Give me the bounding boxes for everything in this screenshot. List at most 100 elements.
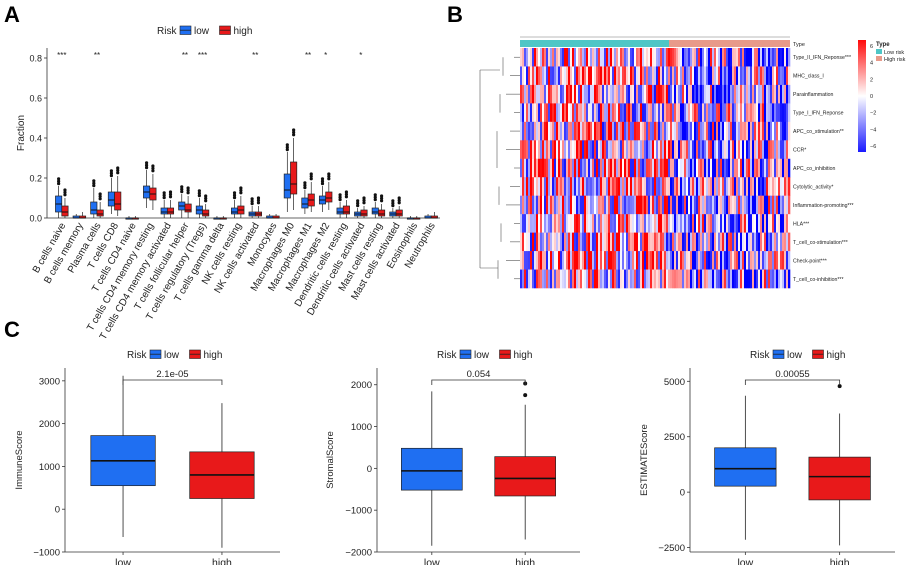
y-tick-label: −2500 <box>658 543 685 554</box>
heatmap-cell <box>674 269 677 289</box>
heatmap-cell <box>720 84 723 104</box>
heatmap-cell <box>662 232 665 252</box>
heatmap-cell <box>628 103 631 123</box>
heatmap-cell <box>670 232 673 252</box>
heatmap-cell <box>700 121 703 141</box>
heatmap-cell <box>600 195 603 215</box>
heatmap-cell <box>710 140 713 160</box>
heatmap-cell <box>762 103 765 123</box>
heatmap-cell <box>702 177 705 196</box>
heatmap-cell <box>616 84 619 104</box>
heatmap-cell <box>744 103 747 123</box>
heatmap-cell <box>708 195 711 215</box>
heatmap-cell <box>554 232 557 252</box>
heatmap-cell <box>558 84 561 104</box>
heatmap-cell <box>576 251 579 270</box>
heatmap-cell <box>760 195 763 215</box>
heatmap-cell <box>650 48 653 67</box>
heatmap-cell <box>696 177 699 196</box>
heatmap-cell <box>636 177 639 196</box>
heatmap-cell <box>778 158 781 178</box>
heatmap-cell <box>678 214 681 233</box>
heatmap-cell <box>578 158 581 178</box>
box-outlier <box>151 164 155 168</box>
box-outlier <box>292 130 296 134</box>
box-outlier <box>338 193 342 197</box>
box-high <box>325 191 333 203</box>
heatmap-cell <box>578 195 581 215</box>
heatmap-cell <box>598 103 601 123</box>
heatmap-cell <box>528 158 531 178</box>
heatmap-cell <box>574 269 577 289</box>
heatmap-cell <box>756 177 759 196</box>
heatmap-cell <box>680 103 683 123</box>
heatmap-cell <box>718 177 721 196</box>
heatmap-cell <box>704 232 707 252</box>
heatmap-cell <box>536 214 539 233</box>
heatmap-cell <box>704 121 707 141</box>
heatmap-cell <box>710 232 713 252</box>
heatmap-cell <box>642 121 645 141</box>
heatmap-cell <box>618 214 621 233</box>
heatmap-row-label: MHC_class_I <box>793 74 824 80</box>
heatmap-cell <box>664 195 667 215</box>
heatmap-cell <box>728 177 731 196</box>
heatmap-cell <box>594 84 597 104</box>
heatmap-cell <box>606 177 609 196</box>
box-outlier <box>344 195 349 199</box>
heatmap-cell <box>568 232 571 252</box>
heatmap-cell <box>690 121 693 141</box>
heatmap-cell <box>606 158 609 178</box>
heatmap-cell <box>734 214 737 233</box>
heatmap-cell <box>680 195 683 215</box>
heatmap-cell <box>634 177 637 196</box>
heatmap-cell <box>738 232 741 252</box>
heatmap-cell <box>530 84 533 104</box>
heatmap-cell <box>676 66 679 86</box>
heatmap-cell <box>540 158 543 178</box>
heatmap-cell <box>570 103 573 123</box>
heatmap-cell <box>604 177 607 196</box>
heatmap-cell <box>664 140 667 160</box>
pvalue-label: 2.1e-05 <box>156 369 188 380</box>
heatmap-cell <box>704 66 707 86</box>
heatmap-cell <box>592 177 595 196</box>
heatmap-cell <box>748 121 751 141</box>
heatmap-cell <box>632 251 635 270</box>
heatmap-cell <box>544 177 547 196</box>
heatmap-cell <box>642 48 645 67</box>
heatmap-cell <box>598 66 601 86</box>
heatmap-cell <box>746 158 749 178</box>
heatmap-cell <box>782 195 785 215</box>
heatmap-cell <box>762 158 765 178</box>
heatmap-cell <box>540 103 543 123</box>
y-tick-label: −1000 <box>345 506 372 517</box>
heatmap-cell <box>784 251 787 270</box>
heatmap-cell <box>574 48 577 67</box>
y-tick-label: 5000 <box>664 377 685 388</box>
heatmap-cell <box>676 195 679 215</box>
significance-mark: ** <box>252 51 258 60</box>
heatmap-cell <box>552 214 555 233</box>
heatmap-cell <box>744 48 747 67</box>
heatmap-cell <box>712 158 715 178</box>
heatmap-cell <box>616 48 619 67</box>
heatmap-cell <box>606 121 609 141</box>
heatmap-cell <box>524 195 527 215</box>
heatmap-cell <box>694 269 697 289</box>
heatmap-cell <box>524 251 527 270</box>
box-high <box>184 203 192 213</box>
heatmap-cell <box>570 48 573 67</box>
heatmap-cell <box>602 158 605 178</box>
heatmap-cell <box>786 103 789 123</box>
heatmap-cell <box>644 103 647 123</box>
heatmap-cell <box>664 214 667 233</box>
box-outlier <box>356 199 360 203</box>
heatmap-cell <box>752 251 755 270</box>
heatmap-cell <box>664 158 667 178</box>
box-high <box>61 205 69 217</box>
heatmap-cell <box>540 140 543 160</box>
heatmap-cell <box>698 195 701 215</box>
box-outlier <box>98 192 102 196</box>
heatmap-cell <box>716 269 719 289</box>
